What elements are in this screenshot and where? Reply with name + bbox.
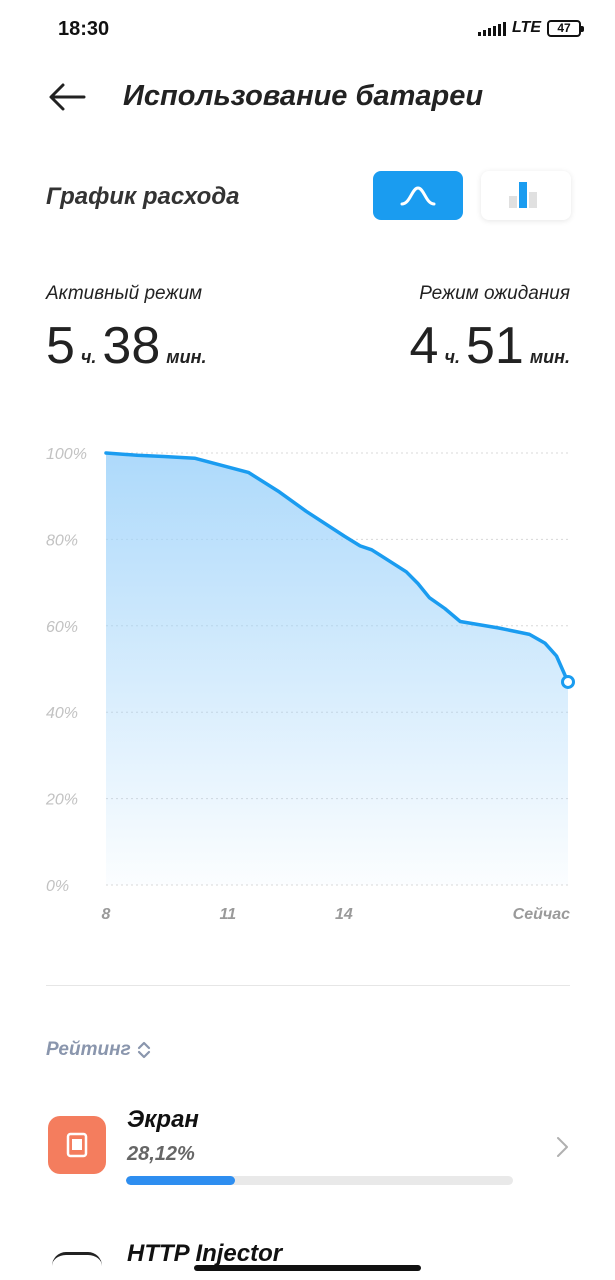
active-mode-label: Активный режим [46,283,203,304]
app-name: HTTP Injector [127,1240,283,1267]
y-tick-label: 60% [46,619,78,636]
active-hours-unit: ч. [80,347,97,367]
x-tick-label: 8 [102,906,111,923]
rating-sort-button[interactable]: Рейтинг [46,1039,151,1061]
sort-toggle-icon [137,1041,150,1059]
back-arrow-icon [49,83,86,111]
y-tick-label: 80% [46,532,78,549]
screen-icon [48,1116,106,1174]
battery-icon: 47 [547,19,584,37]
y-tick-label: 40% [46,705,78,722]
usage-progress-fill [126,1176,235,1185]
usage-progress-bar [126,1176,513,1185]
active-mode-value: 5 ч. 38 мин. [46,316,212,376]
standby-minutes-unit: мин. [529,347,570,367]
status-icons: LTE 47 [477,19,584,37]
standby-hours: 4 [409,317,439,375]
signal-icon [477,20,506,36]
standby-minutes: 51 [465,317,524,375]
divider [46,985,570,986]
app-name: Экран [127,1106,199,1133]
section-title: График расхода [46,183,240,210]
y-tick-label: 0% [46,878,69,895]
x-tick-label: Сейчас [513,906,570,923]
status-bar: 18:30 LTE 47 [0,0,615,60]
status-time: 18:30 [58,18,110,40]
current-level-marker [561,674,575,689]
app-percent: 28,12% [127,1143,195,1165]
usage-area [106,453,568,885]
x-tick-label: 11 [220,906,237,923]
usage-line [104,451,570,684]
page-title: Использование батареи [123,80,484,112]
bar-view-toggle[interactable] [481,171,571,220]
active-minutes: 38 [102,317,161,375]
http-injector-icon [52,1252,102,1272]
network-type: LTE [511,19,541,36]
standby-hours-unit: ч. [444,347,460,367]
standby-mode-value: 4 ч. 51 мин. [410,316,576,376]
app-usage-row-http-injector[interactable]: HTTP Injector [0,1240,615,1280]
x-tick-label: 14 [335,906,353,923]
standby-mode-label: Режим ожидания [419,283,570,304]
battery-chart: 100% 80% 60% 40% 20% 0% 8 11 14 Сейчас [45,446,575,923]
curve-icon [400,185,436,205]
active-hours: 5 [46,317,75,375]
active-minutes-unit: мин. [166,347,207,367]
home-indicator[interactable] [194,1265,421,1271]
app-usage-row-screen[interactable]: Экран 28,12% [0,1100,615,1195]
curve-view-toggle[interactable] [373,171,463,220]
back-button[interactable] [46,80,86,114]
y-tick-label: 100% [46,446,87,463]
y-tick-label: 20% [45,792,78,809]
chevron-right-icon [557,1137,568,1157]
rating-label: Рейтинг [46,1039,131,1060]
